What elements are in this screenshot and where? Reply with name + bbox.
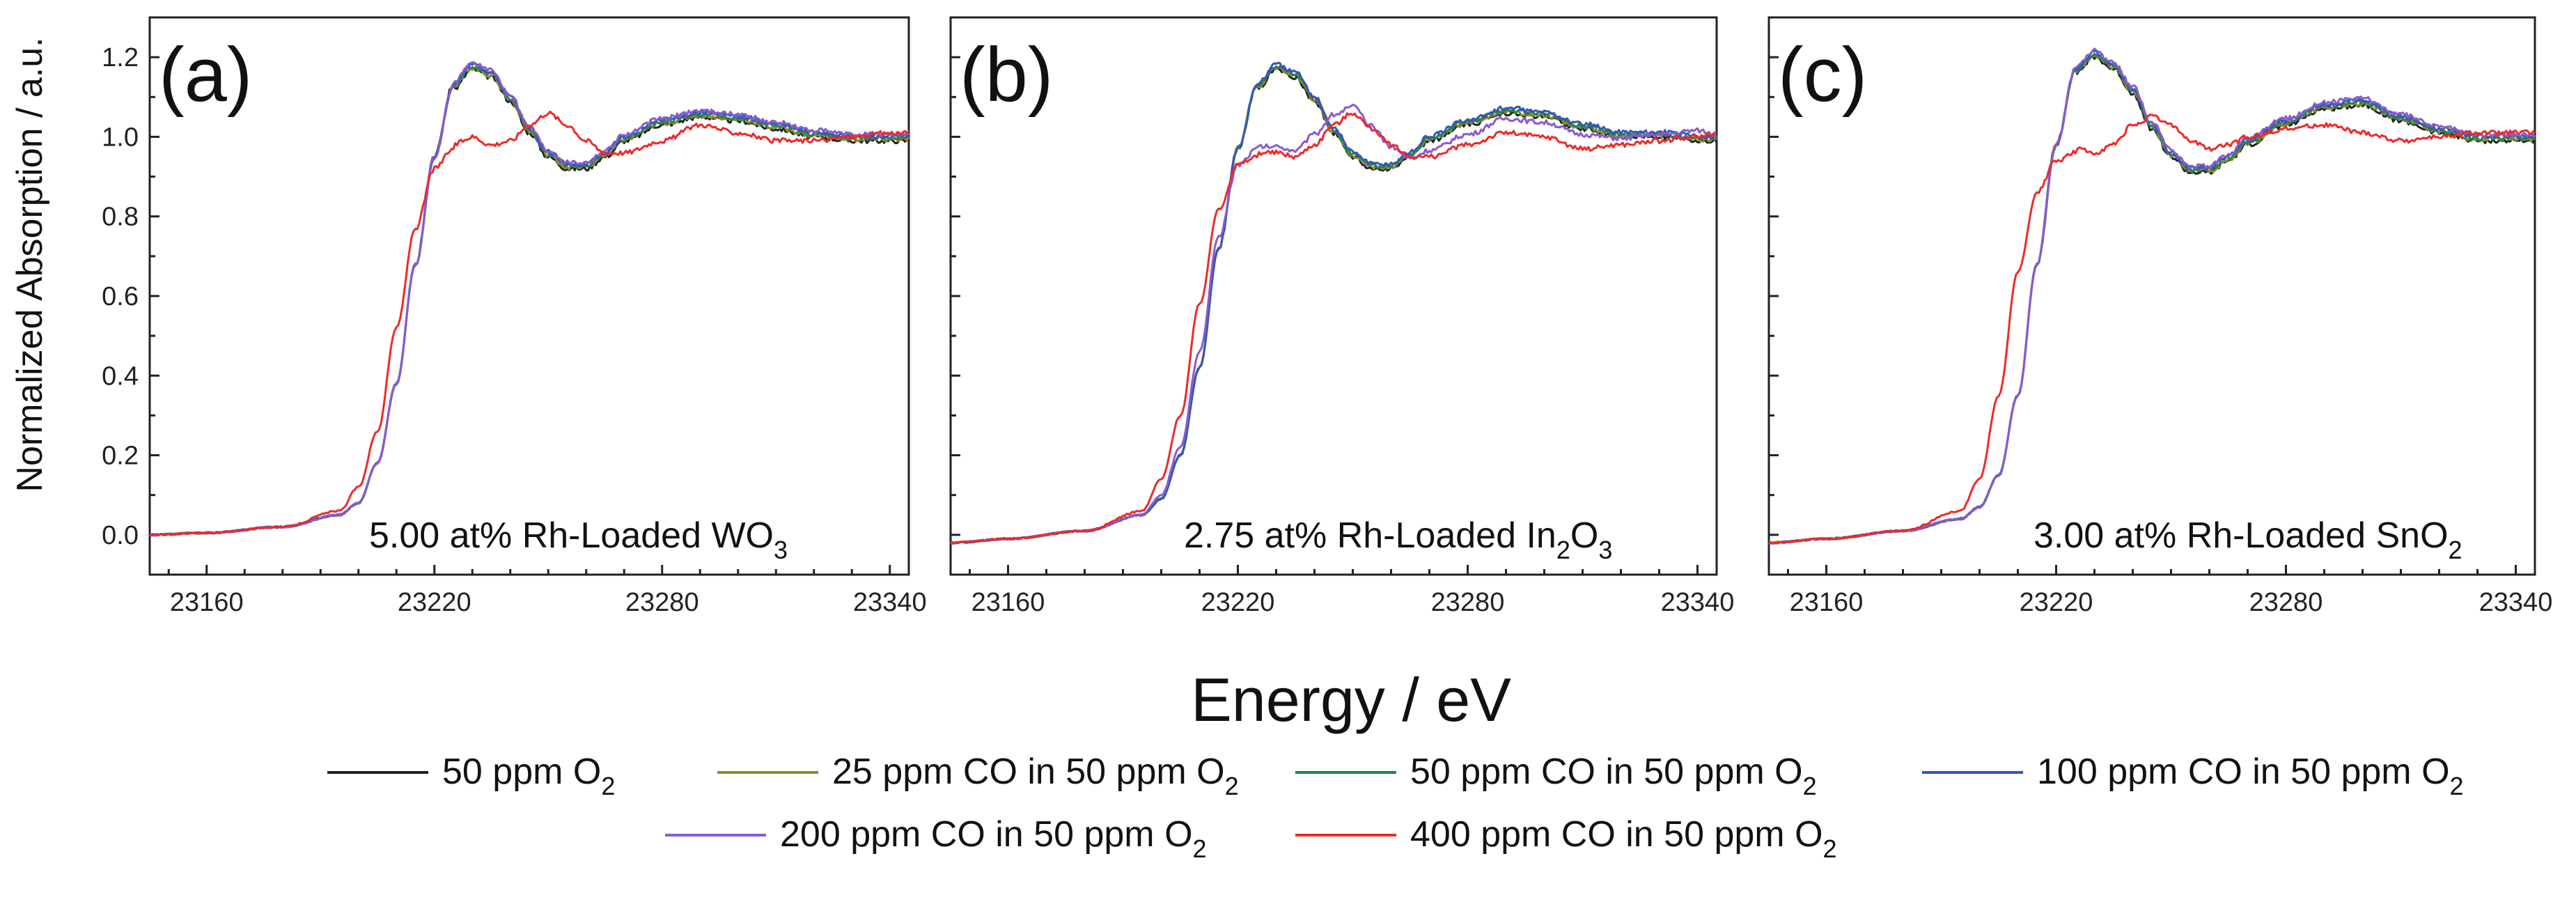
legend-label-s6: 400 ppm CO in 50 ppm O2 xyxy=(1410,814,1837,863)
panel-b-inset-sub: 2 xyxy=(1556,536,1570,564)
panel-a-xtick-label: 23280 xyxy=(625,588,699,617)
panel-b-series-s6 xyxy=(950,112,1717,545)
legend-item-s3: 50 ppm CO in 50 ppm O2 xyxy=(1295,752,1817,800)
panel-b-x-ticks: 23160 23220 23280 23340 xyxy=(969,565,1735,617)
panel-a-inset-sub: 3 xyxy=(774,536,788,564)
panel-a-ytick-label: 0.0 xyxy=(102,521,139,550)
legend-label-sub: 2 xyxy=(1823,834,1837,863)
panel-c-xtick-label: 23220 xyxy=(2020,588,2093,617)
panel-b-xtick-label: 23160 xyxy=(971,588,1045,617)
legend-label-s1: 50 ppm O2 xyxy=(442,752,615,800)
panel-c-xtick-label: 23160 xyxy=(1790,588,1864,617)
legend-item-s6: 400 ppm CO in 50 ppm O2 xyxy=(1295,814,1837,863)
panel-a-ytick-label: 0.4 xyxy=(102,361,139,391)
y-axis-title: Normalized Absorption / a.u. xyxy=(10,37,50,492)
panel-a-ytick-label: 1.2 xyxy=(102,43,139,72)
x-axis-title: Energy / eV xyxy=(1191,665,1511,734)
panel-b-inset-text2: O xyxy=(1570,515,1598,556)
legend-label-sub: 2 xyxy=(1225,772,1239,800)
panel-a-label: (a) xyxy=(159,32,252,118)
legend-label-s2: 25 ppm CO in 50 ppm O2 xyxy=(832,752,1239,800)
panel-b-inset: 2.75 at% Rh-Loaded In2O3 xyxy=(1184,515,1612,564)
legend-label-text: 50 ppm CO in 50 ppm O xyxy=(1410,752,1803,792)
panel-a-y-ticks: 0.0 0.2 0.4 0.6 0.8 1.0 1.2 xyxy=(102,43,159,550)
panel-a-xtick-label: 23220 xyxy=(398,588,471,617)
panel-c-inset-text: 3.00 at% Rh-Loaded SnO xyxy=(2034,515,2449,556)
panel-b-xtick-label: 23340 xyxy=(1661,588,1735,617)
legend-label-text: 50 ppm O xyxy=(442,752,601,792)
legend-label-s4: 100 ppm CO in 50 ppm O2 xyxy=(2037,752,2464,800)
panel-c-label: (c) xyxy=(1778,32,1867,118)
panel-a-ytick-label: 0.8 xyxy=(102,203,139,232)
legend-item-s2: 25 ppm CO in 50 ppm O2 xyxy=(717,752,1239,800)
panel-b-inset-sub2: 3 xyxy=(1598,536,1612,564)
legend-label-text: 400 ppm CO in 50 ppm O xyxy=(1410,814,1823,855)
legend-item-s1: 50 ppm O2 xyxy=(327,752,615,800)
legend-label-text: 25 ppm CO in 50 ppm O xyxy=(832,752,1225,792)
panel-b-label: (b) xyxy=(960,32,1053,118)
panel-c-xtick-label: 23280 xyxy=(2249,588,2323,617)
panel-c-lines xyxy=(1768,47,2536,545)
legend-label-sub: 2 xyxy=(601,772,615,800)
panel-b-inset-text: 2.75 at% Rh-Loaded In xyxy=(1184,515,1556,556)
panel-c-inset-sub: 2 xyxy=(2449,536,2462,564)
panel-a: 0.0 0.2 0.4 0.6 0.8 1.0 1.2 23160 23220 23280 233… xyxy=(102,16,927,617)
legend-label-sub: 2 xyxy=(2450,772,2464,800)
panel-a-ytick-label: 0.6 xyxy=(102,282,139,311)
panel-a-xtick-label: 23160 xyxy=(170,588,244,617)
panel-b-xtick-label: 23220 xyxy=(1201,588,1275,617)
legend-item-s4: 100 ppm CO in 50 ppm O2 xyxy=(1922,752,2464,800)
panel-a-frame xyxy=(148,16,910,576)
legend-label-s3: 50 ppm CO in 50 ppm O2 xyxy=(1410,752,1817,800)
legend-item-s5: 200 ppm CO in 50 ppm O2 xyxy=(665,814,1207,863)
panel-a-xtick-label: 23340 xyxy=(853,588,927,617)
panel-c-xtick-label: 23340 xyxy=(2479,588,2553,617)
legend-label-s5: 200 ppm CO in 50 ppm O2 xyxy=(780,814,1207,863)
legend-label-text: 100 ppm CO in 50 ppm O xyxy=(2037,752,2450,792)
panel-b-frame xyxy=(949,16,1718,576)
panel-a-ytick-label: 1.0 xyxy=(102,123,139,152)
panel-a-series-s6 xyxy=(149,110,910,537)
panel-a-inset: 5.00 at% Rh-Loaded WO3 xyxy=(369,515,788,564)
panel-a-lines xyxy=(149,61,910,537)
panel-c-series-s6 xyxy=(1768,114,2536,544)
legend-label-text: 200 ppm CO in 50 ppm O xyxy=(780,814,1193,855)
panel-c: 23160 23220 23280 23340 (c) 3.00 at% Rh-Loa… xyxy=(1767,16,2553,617)
panel-a-ytick-label: 0.2 xyxy=(102,442,139,471)
panel-b: 23160 23220 23280 23340 (b) 2.75 at% Rh-Loa… xyxy=(949,16,1735,617)
panel-c-y-ticks xyxy=(1769,56,1779,536)
panel-c-x-ticks: 23160 23220 23280 23340 xyxy=(1787,565,2553,617)
legend-label-sub: 2 xyxy=(1193,834,1207,863)
legend: 50 ppm O2 25 ppm CO in 50 ppm O2 50 ppm CO… xyxy=(327,752,2464,863)
panel-c-inset: 3.00 at% Rh-Loaded SnO2 xyxy=(2034,515,2462,564)
panel-b-xtick-label: 23280 xyxy=(1431,588,1505,617)
panel-c-frame xyxy=(1767,16,2536,576)
panel-b-y-ticks xyxy=(951,56,960,536)
panel-b-lines xyxy=(950,61,1718,545)
panel-a-inset-text: 5.00 at% Rh-Loaded WO xyxy=(369,515,774,556)
legend-label-sub: 2 xyxy=(1803,772,1817,800)
panel-a-x-ticks: 23160 23220 23280 23340 xyxy=(167,565,927,617)
